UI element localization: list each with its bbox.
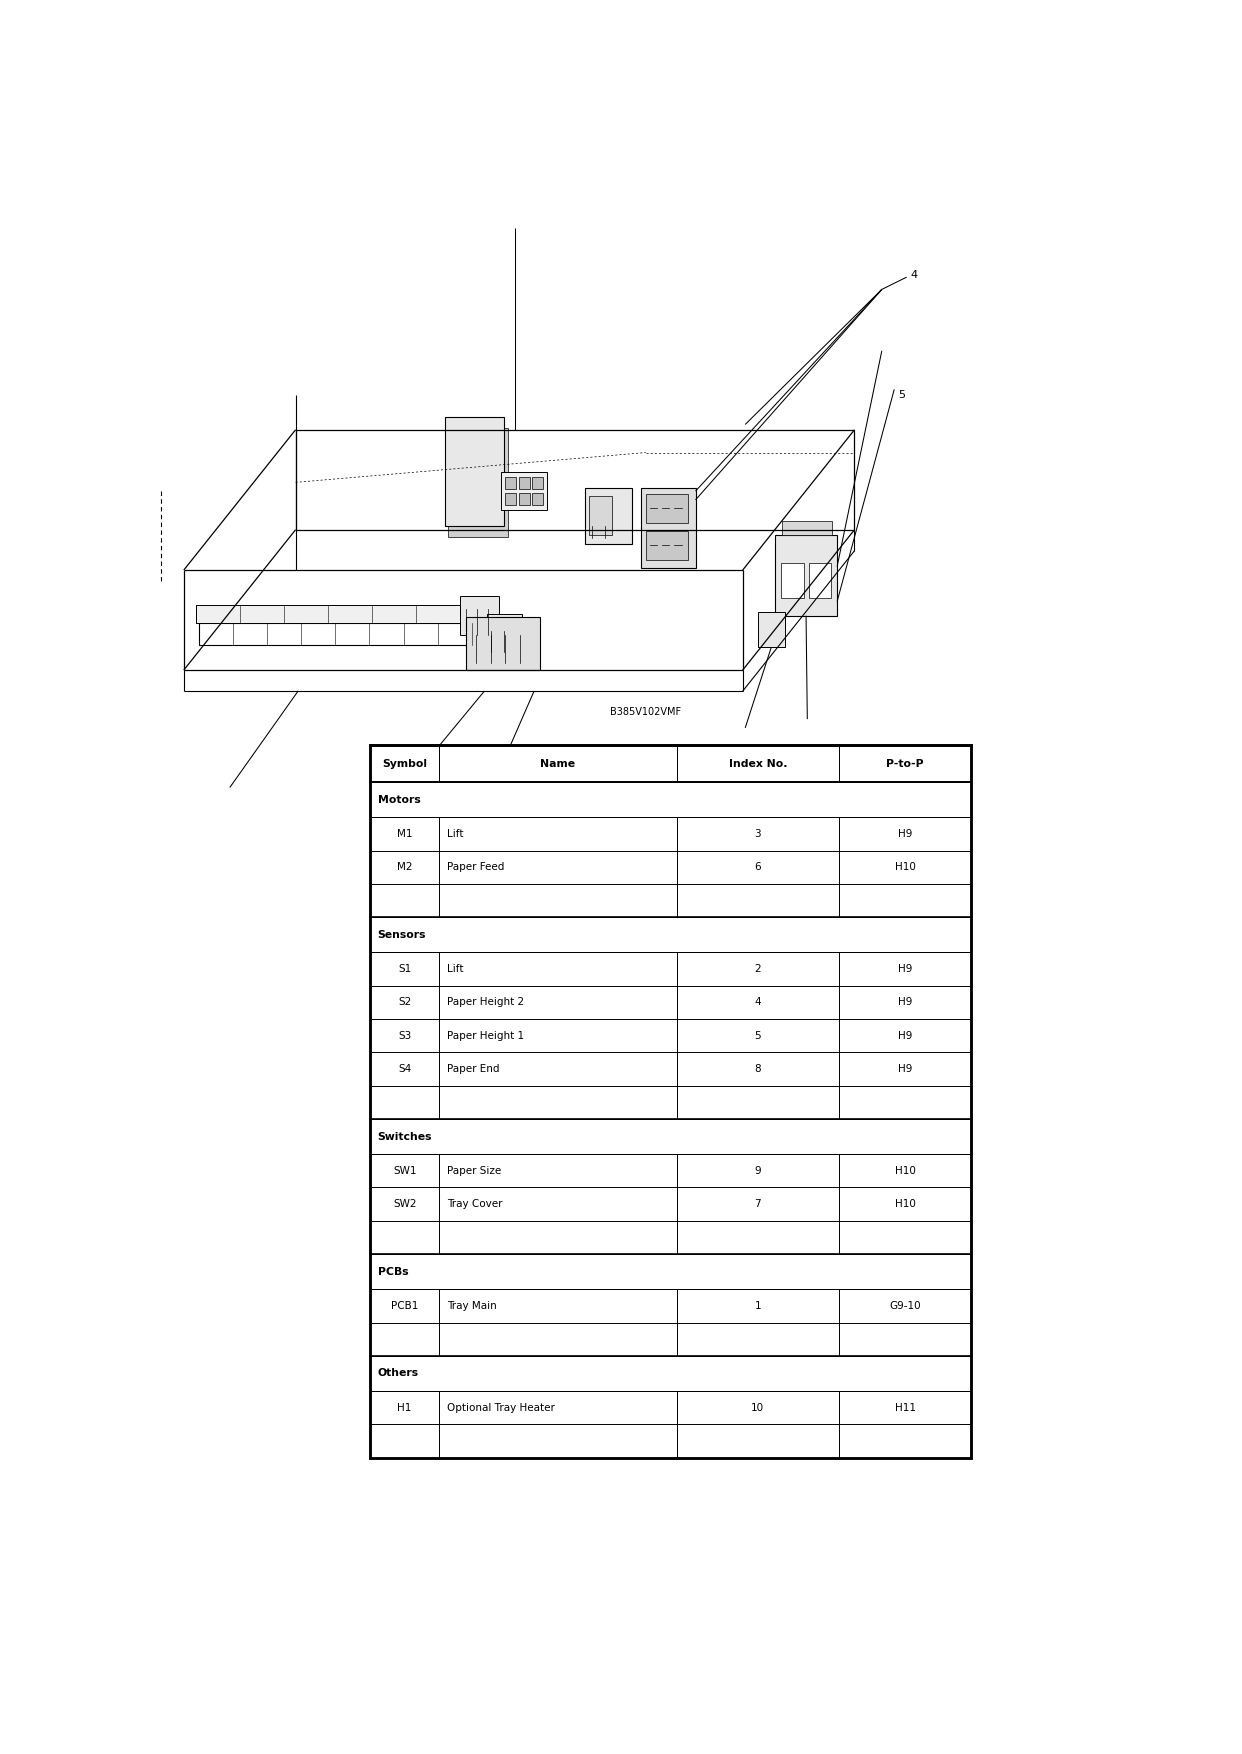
Text: S4: S4 [397,1065,411,1073]
Text: G9-10: G9-10 [889,1301,920,1310]
Text: Lift: Lift [447,965,463,973]
Text: SW2: SW2 [392,1200,416,1209]
Bar [532,493,544,505]
Text: Sensors: Sensors [378,930,426,940]
Bar [504,477,517,489]
Bar [775,535,837,616]
Text: Symbol: Symbol [383,759,427,768]
Text: H1: H1 [397,1403,412,1412]
Text: Optional Tray Heater: Optional Tray Heater [447,1403,555,1412]
Text: P-to-P: P-to-P [887,759,924,768]
Text: Switches: Switches [378,1131,432,1142]
Text: 9: 9 [755,1166,761,1175]
Text: 4: 4 [755,998,761,1007]
Bar [445,417,504,526]
Text: Tray Cover: Tray Cover [447,1200,502,1209]
Text: 10: 10 [751,1403,764,1412]
Text: H9: H9 [898,1031,913,1040]
Text: M2: M2 [397,863,412,872]
Text: H10: H10 [894,863,915,872]
Bar [532,477,544,489]
Text: Motors: Motors [378,795,420,805]
Text: PCB1: PCB1 [391,1301,419,1310]
Bar [196,605,460,623]
Bar [504,493,517,505]
Text: Tray Main: Tray Main [447,1301,497,1310]
Text: 7: 7 [755,1200,761,1209]
Text: Index No.: Index No. [729,759,787,768]
Text: 5: 5 [898,389,905,400]
Bar [199,623,472,645]
Bar [370,745,971,1458]
Text: H9: H9 [898,965,913,973]
Bar [781,563,804,598]
Text: Paper Height 1: Paper Height 1 [447,1031,524,1040]
Text: 6: 6 [755,863,761,872]
Text: H10: H10 [894,1200,915,1209]
Bar [519,493,529,505]
Text: 1: 1 [755,1301,761,1310]
Bar [501,472,546,510]
Bar [519,477,529,489]
Bar [646,531,688,560]
Text: Paper Feed: Paper Feed [447,863,504,872]
Text: H9: H9 [898,830,913,838]
Bar [448,428,508,537]
Text: S2: S2 [397,998,411,1007]
Text: SW1: SW1 [392,1166,416,1175]
Text: Name: Name [540,759,575,768]
Text: S1: S1 [397,965,411,973]
Text: M1: M1 [397,830,412,838]
Bar [589,496,612,535]
Text: H10: H10 [894,1166,915,1175]
Text: H9: H9 [898,1065,913,1073]
Text: 5: 5 [755,1031,761,1040]
Text: B385V102VMF: B385V102VMF [610,707,682,717]
Bar [782,521,832,535]
Text: Paper Height 2: Paper Height 2 [447,998,524,1007]
Text: 2: 2 [755,965,761,973]
Text: H9: H9 [898,998,913,1007]
Bar [460,596,499,635]
Text: S3: S3 [397,1031,411,1040]
Text: Paper Size: Paper Size [447,1166,501,1175]
Bar [809,563,831,598]
Text: 4: 4 [910,270,918,281]
Bar [487,614,522,652]
Bar [646,495,688,523]
Text: 3: 3 [755,830,761,838]
Text: Others: Others [378,1368,419,1379]
Bar [585,488,632,544]
Text: Lift: Lift [447,830,463,838]
Bar [466,617,540,670]
Text: 8: 8 [755,1065,761,1073]
Text: Paper End: Paper End [447,1065,499,1073]
Bar [641,488,696,568]
Bar [758,612,785,647]
Text: PCBs: PCBs [378,1266,409,1277]
Text: H11: H11 [894,1403,915,1412]
